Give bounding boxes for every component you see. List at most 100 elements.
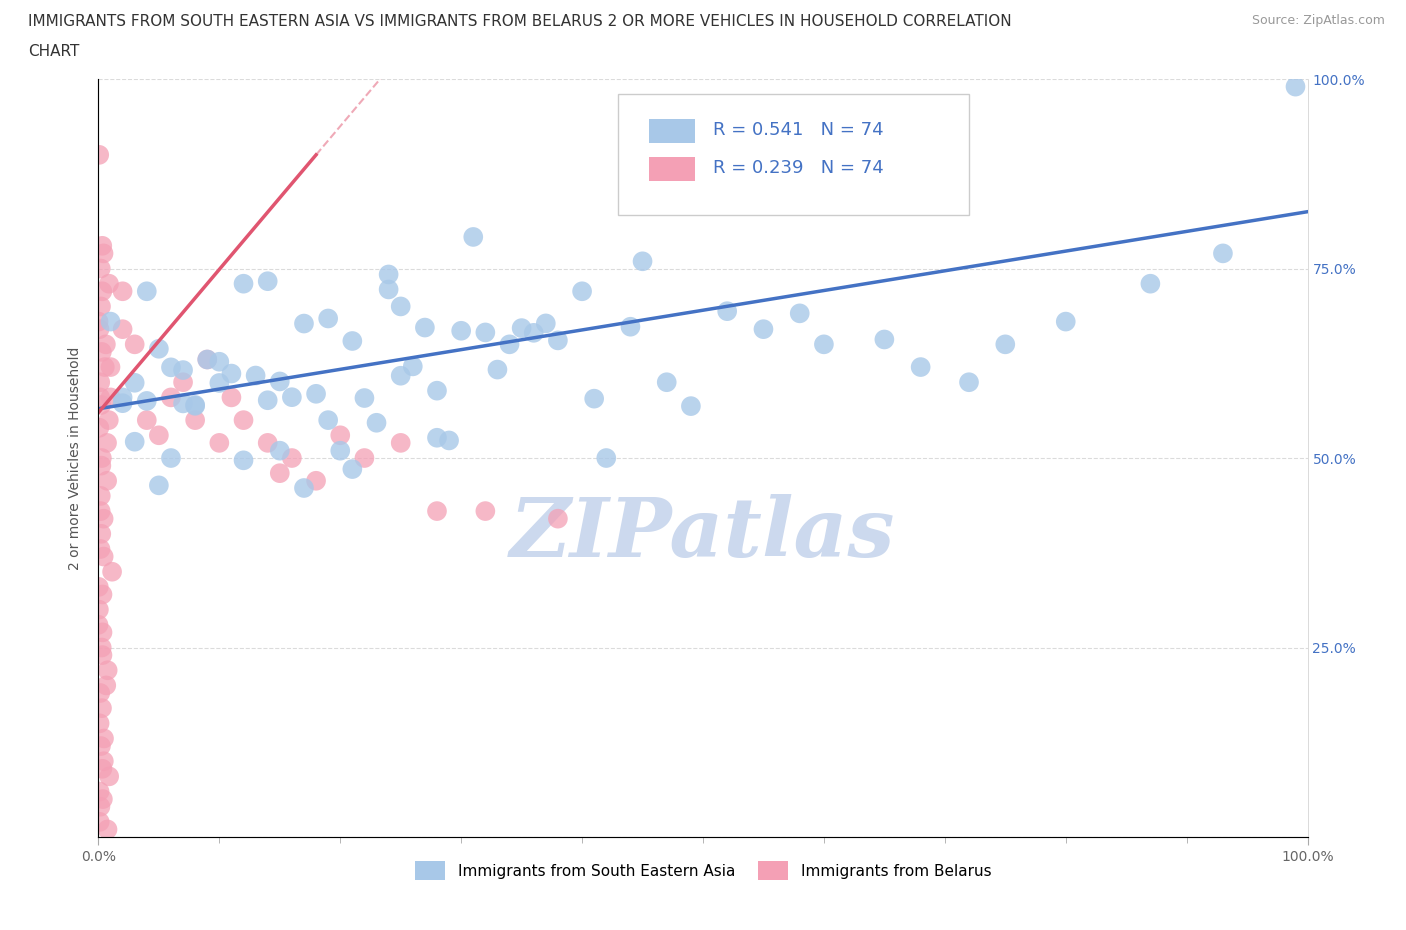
Point [353,391,375,405]
FancyBboxPatch shape [648,157,695,181]
Point [90,640,112,655]
Point [89,815,111,830]
Point [90,344,112,359]
Point [97,663,120,678]
Text: CHART: CHART [28,44,80,59]
Point [91,625,114,640]
Point [184,398,207,413]
Point [813,337,835,352]
Point [148,428,170,443]
FancyBboxPatch shape [619,94,969,216]
Point [221,390,243,405]
Point [124,376,146,391]
Point [366,416,388,431]
Text: Source: ZipAtlas.com: Source: ZipAtlas.com [1251,14,1385,27]
Point [96,435,118,450]
Point [329,428,352,443]
Point [94,337,117,352]
Point [245,368,267,383]
Point [510,321,533,336]
Point [90,299,112,314]
Point [221,366,243,381]
Point [93,731,115,746]
Point [172,363,194,378]
Point [316,413,339,428]
Point [135,413,157,428]
Point [96,822,118,837]
Point [89,799,111,814]
Text: ZIPatlas: ZIPatlas [510,494,896,574]
Point [90,738,112,753]
Point [89,784,111,799]
Point [269,444,291,458]
Point [256,273,278,288]
Point [269,466,291,481]
Point [135,393,157,408]
Point [1054,314,1077,329]
Legend: Immigrants from South Eastern Asia, Immigrants from Belarus: Immigrants from South Eastern Asia, Immi… [409,856,997,886]
Point [93,549,115,564]
Point [148,478,170,493]
Point [474,504,496,519]
Point [498,337,520,352]
Point [184,413,207,428]
Point [90,526,112,541]
Point [100,314,122,329]
Point [160,360,183,375]
Point [98,276,121,291]
Point [89,420,111,435]
Point [91,700,114,715]
Point [342,461,364,476]
Point [534,316,557,331]
Point [89,541,111,556]
Point [305,473,328,488]
Point [752,322,775,337]
Point [486,362,509,377]
Point [208,435,231,450]
Point [87,579,110,594]
Point [389,299,412,314]
Point [111,390,134,405]
Point [98,769,121,784]
Point [96,473,118,488]
Point [426,504,449,519]
Point [281,390,304,405]
Point [124,337,146,352]
Text: IMMIGRANTS FROM SOUTH EASTERN ASIA VS IMMIGRANTS FROM BELARUS 2 OR MORE VEHICLES: IMMIGRANTS FROM SOUTH EASTERN ASIA VS IM… [28,14,1012,29]
Text: R = 0.541   N = 74: R = 0.541 N = 74 [713,121,883,139]
Point [90,261,112,276]
Point [94,360,117,375]
Point [232,413,254,428]
Point [91,284,114,299]
Point [89,147,111,162]
Point [91,762,114,777]
Point [873,332,896,347]
Point [413,320,436,335]
Point [305,386,328,401]
Point [91,238,114,253]
Point [281,451,304,466]
Point [89,322,111,337]
Point [353,451,375,466]
Point [111,284,134,299]
Point [994,337,1017,352]
Point [195,352,218,367]
Point [256,392,278,407]
Point [789,306,811,321]
Point [1139,276,1161,291]
Point [111,396,134,411]
Point [256,435,278,450]
FancyBboxPatch shape [648,119,695,143]
Point [160,451,183,466]
Point [547,333,569,348]
Point [93,246,115,260]
Point [208,376,231,391]
Point [90,397,112,412]
Point [595,451,617,466]
Point [679,399,702,414]
Point [160,390,183,405]
Point [377,282,399,297]
Point [1284,79,1306,94]
Point [87,618,110,632]
Point [655,375,678,390]
